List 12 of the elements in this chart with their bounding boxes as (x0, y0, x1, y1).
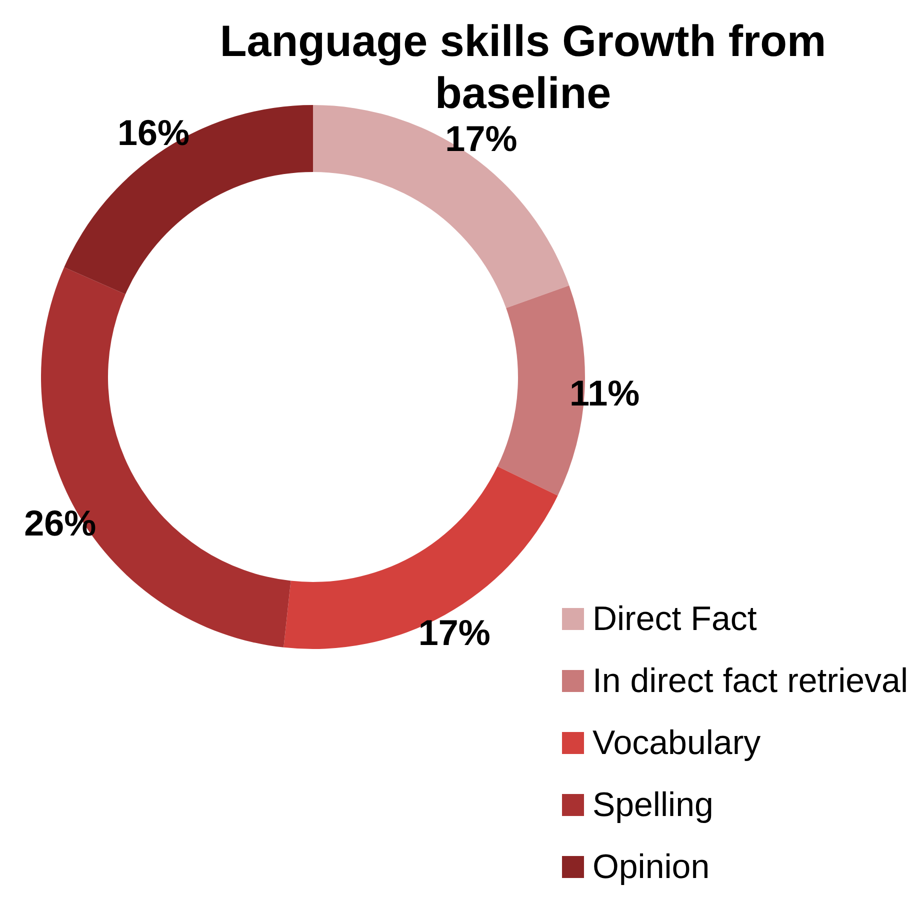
legend-label: Spelling (592, 785, 714, 826)
legend-label: Direct Fact (592, 599, 757, 640)
legend-label: Vocabulary (592, 723, 761, 764)
data-label: 17% (418, 612, 490, 653)
data-label: 16% (117, 112, 190, 153)
legend-label: Opinion (592, 847, 710, 888)
data-label: 11% (570, 372, 640, 414)
chart-title: Language skills Growth from baseline (220, 17, 826, 118)
data-label: 17% (445, 118, 518, 159)
donut-slice (64, 105, 313, 294)
legend-label: In direct fact retrieval (592, 661, 908, 702)
donut-slice (284, 466, 558, 649)
